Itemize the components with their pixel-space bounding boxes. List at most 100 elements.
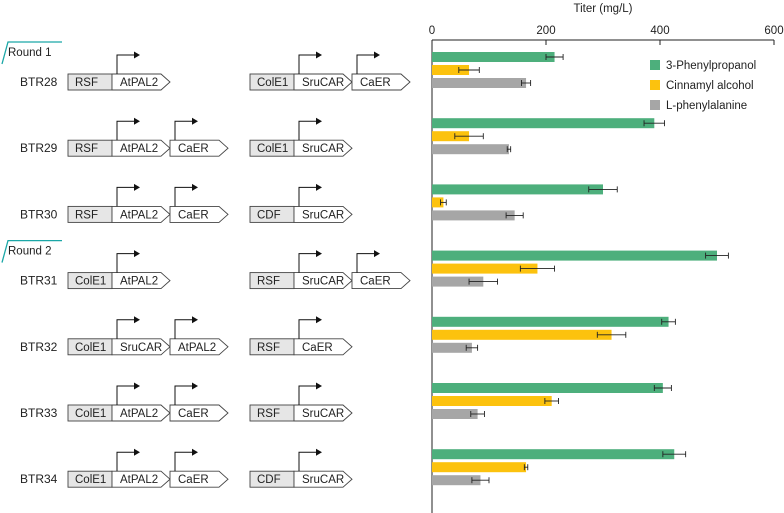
gene-arrow bbox=[169, 404, 229, 422]
bar-3-phenylpropanol bbox=[432, 250, 717, 261]
gene-arrow bbox=[169, 470, 229, 488]
promoter-arrowhead bbox=[134, 183, 140, 191]
bar-group-btr34 bbox=[432, 449, 687, 486]
gene-arrow bbox=[293, 272, 353, 290]
bar-l-phenylalanine bbox=[432, 342, 472, 353]
promoter-arrowhead bbox=[134, 448, 140, 456]
gene-arrow bbox=[351, 73, 411, 91]
gene-label: CaER bbox=[360, 77, 391, 89]
promoter-arrowhead bbox=[192, 183, 198, 191]
x-tick-label: 0 bbox=[429, 25, 435, 37]
bar-group-btr28 bbox=[432, 52, 564, 88]
bar-3-phenylpropanol bbox=[432, 316, 669, 327]
promoter-arrowhead bbox=[316, 183, 322, 191]
promoter-arrow bbox=[298, 186, 316, 207]
promoter-arrow bbox=[298, 319, 316, 339]
promoter-arrow bbox=[174, 120, 192, 141]
gene-label: SruCAR bbox=[302, 474, 344, 486]
gene-label: AtPAL2 bbox=[120, 209, 158, 221]
strain-label: BTR30 bbox=[20, 207, 58, 221]
origin-label: RSF bbox=[257, 276, 280, 288]
promoter-arrowhead bbox=[374, 51, 380, 59]
legend-label: L-phenylalanine bbox=[666, 100, 747, 112]
strain-row-btr29: BTR29 RSF AtPAL2 CaER ColE1 SruCAR bbox=[20, 117, 353, 157]
gene-arrow bbox=[293, 470, 353, 488]
promoter-arrowhead bbox=[316, 250, 322, 258]
origin-label: CDF bbox=[257, 474, 281, 486]
origin-label: ColE1 bbox=[75, 342, 106, 354]
promoter-arrow bbox=[298, 54, 316, 74]
gene-label: CaER bbox=[178, 209, 209, 221]
bar-cinnamyl-alcohol bbox=[432, 396, 552, 406]
strain-label: BTR29 bbox=[20, 141, 58, 155]
bar-cinnamyl-alcohol bbox=[432, 462, 527, 473]
strain-label: BTR34 bbox=[20, 472, 58, 486]
round-bracket bbox=[1, 239, 62, 263]
gene-label: CaER bbox=[178, 143, 209, 155]
gene-label: SruCAR bbox=[302, 276, 344, 288]
bar-3-phenylpropanol bbox=[432, 383, 663, 393]
strain-row-btr28: BTR28 RSF AtPAL2 ColE1 SruCAR CaER bbox=[20, 51, 411, 91]
bar-l-phenylalanine bbox=[432, 409, 478, 419]
promoter-arrowhead bbox=[134, 316, 140, 324]
gene-arrow bbox=[111, 404, 171, 422]
origin-label: ColE1 bbox=[75, 474, 106, 486]
promoter-arrow bbox=[174, 319, 192, 339]
titer-bar-chart: Titer (mg/L) 0 200 400 600 3-Phenylpropanol Ci… bbox=[429, 3, 784, 513]
gene-arrow bbox=[111, 73, 171, 91]
promoter-arrow bbox=[298, 120, 316, 141]
bar-cinnamyl-alcohol bbox=[432, 197, 444, 208]
bar-l-phenylalanine bbox=[432, 475, 481, 486]
strain-row-btr30: BTR30 RSF AtPAL2 CaER CDF SruCAR bbox=[20, 183, 353, 223]
legend: 3-Phenylpropanol Cinnamyl alcohol L-phenyl… bbox=[650, 60, 756, 112]
promoter-arrow bbox=[298, 451, 316, 472]
round-bracket bbox=[1, 41, 62, 65]
promoter-arrow bbox=[116, 186, 134, 207]
promoter-arrow bbox=[116, 385, 134, 405]
promoter-arrowhead bbox=[316, 448, 322, 456]
promoter-arrow bbox=[174, 451, 192, 472]
origin-label: RSF bbox=[257, 342, 280, 354]
origin-label: RSF bbox=[75, 143, 98, 155]
gene-label: CaER bbox=[302, 342, 333, 354]
round-label: Round 2 bbox=[8, 246, 51, 258]
round-marker: Round 2 bbox=[1, 239, 62, 263]
promoter-arrow bbox=[298, 253, 316, 273]
promoter-arrowhead bbox=[192, 316, 198, 324]
gene-label: AtPAL2 bbox=[120, 408, 158, 420]
bar-group-btr30 bbox=[432, 184, 618, 221]
promoter-arrowhead bbox=[134, 382, 140, 390]
promoter-arrowhead bbox=[316, 316, 322, 324]
promoter-arrowhead bbox=[374, 250, 380, 258]
promoter-arrowhead bbox=[192, 117, 198, 125]
x-axis-title: Titer (mg/L) bbox=[574, 3, 633, 15]
bar-l-phenylalanine bbox=[432, 276, 484, 287]
promoter-arrow bbox=[116, 451, 134, 472]
legend-swatch bbox=[650, 60, 660, 70]
gene-arrow bbox=[169, 205, 229, 223]
gene-label: AtPAL2 bbox=[120, 276, 158, 288]
bar-3-phenylpropanol bbox=[432, 184, 603, 195]
gene-label: SruCAR bbox=[120, 342, 162, 354]
construct-diagram: BTR28 RSF AtPAL2 ColE1 SruCAR CaER BTR29 RSF AtP… bbox=[1, 41, 411, 488]
strain-row-btr34: BTR34 ColE1 AtPAL2 CaER CDF SruCAR bbox=[20, 448, 353, 488]
bar-l-phenylalanine bbox=[432, 78, 527, 88]
strain-label: BTR28 bbox=[20, 75, 58, 89]
strain-label: BTR32 bbox=[20, 340, 58, 354]
origin-label: RSF bbox=[257, 408, 280, 420]
gene-arrow bbox=[293, 205, 353, 223]
strain-label: BTR33 bbox=[20, 406, 58, 420]
gene-label: AtPAL2 bbox=[120, 474, 158, 486]
promoter-arrowhead bbox=[192, 448, 198, 456]
promoter-arrow bbox=[356, 54, 374, 74]
gene-arrow bbox=[293, 139, 353, 157]
origin-label: ColE1 bbox=[75, 408, 106, 420]
promoter-arrowhead bbox=[134, 117, 140, 125]
gene-label: SruCAR bbox=[302, 77, 344, 89]
promoter-arrow bbox=[298, 385, 316, 405]
gene-label: CaER bbox=[178, 408, 209, 420]
gene-label: AtPAL2 bbox=[178, 342, 216, 354]
legend-swatch bbox=[650, 100, 660, 110]
gene-arrow bbox=[293, 338, 353, 356]
gene-arrow bbox=[351, 272, 411, 290]
